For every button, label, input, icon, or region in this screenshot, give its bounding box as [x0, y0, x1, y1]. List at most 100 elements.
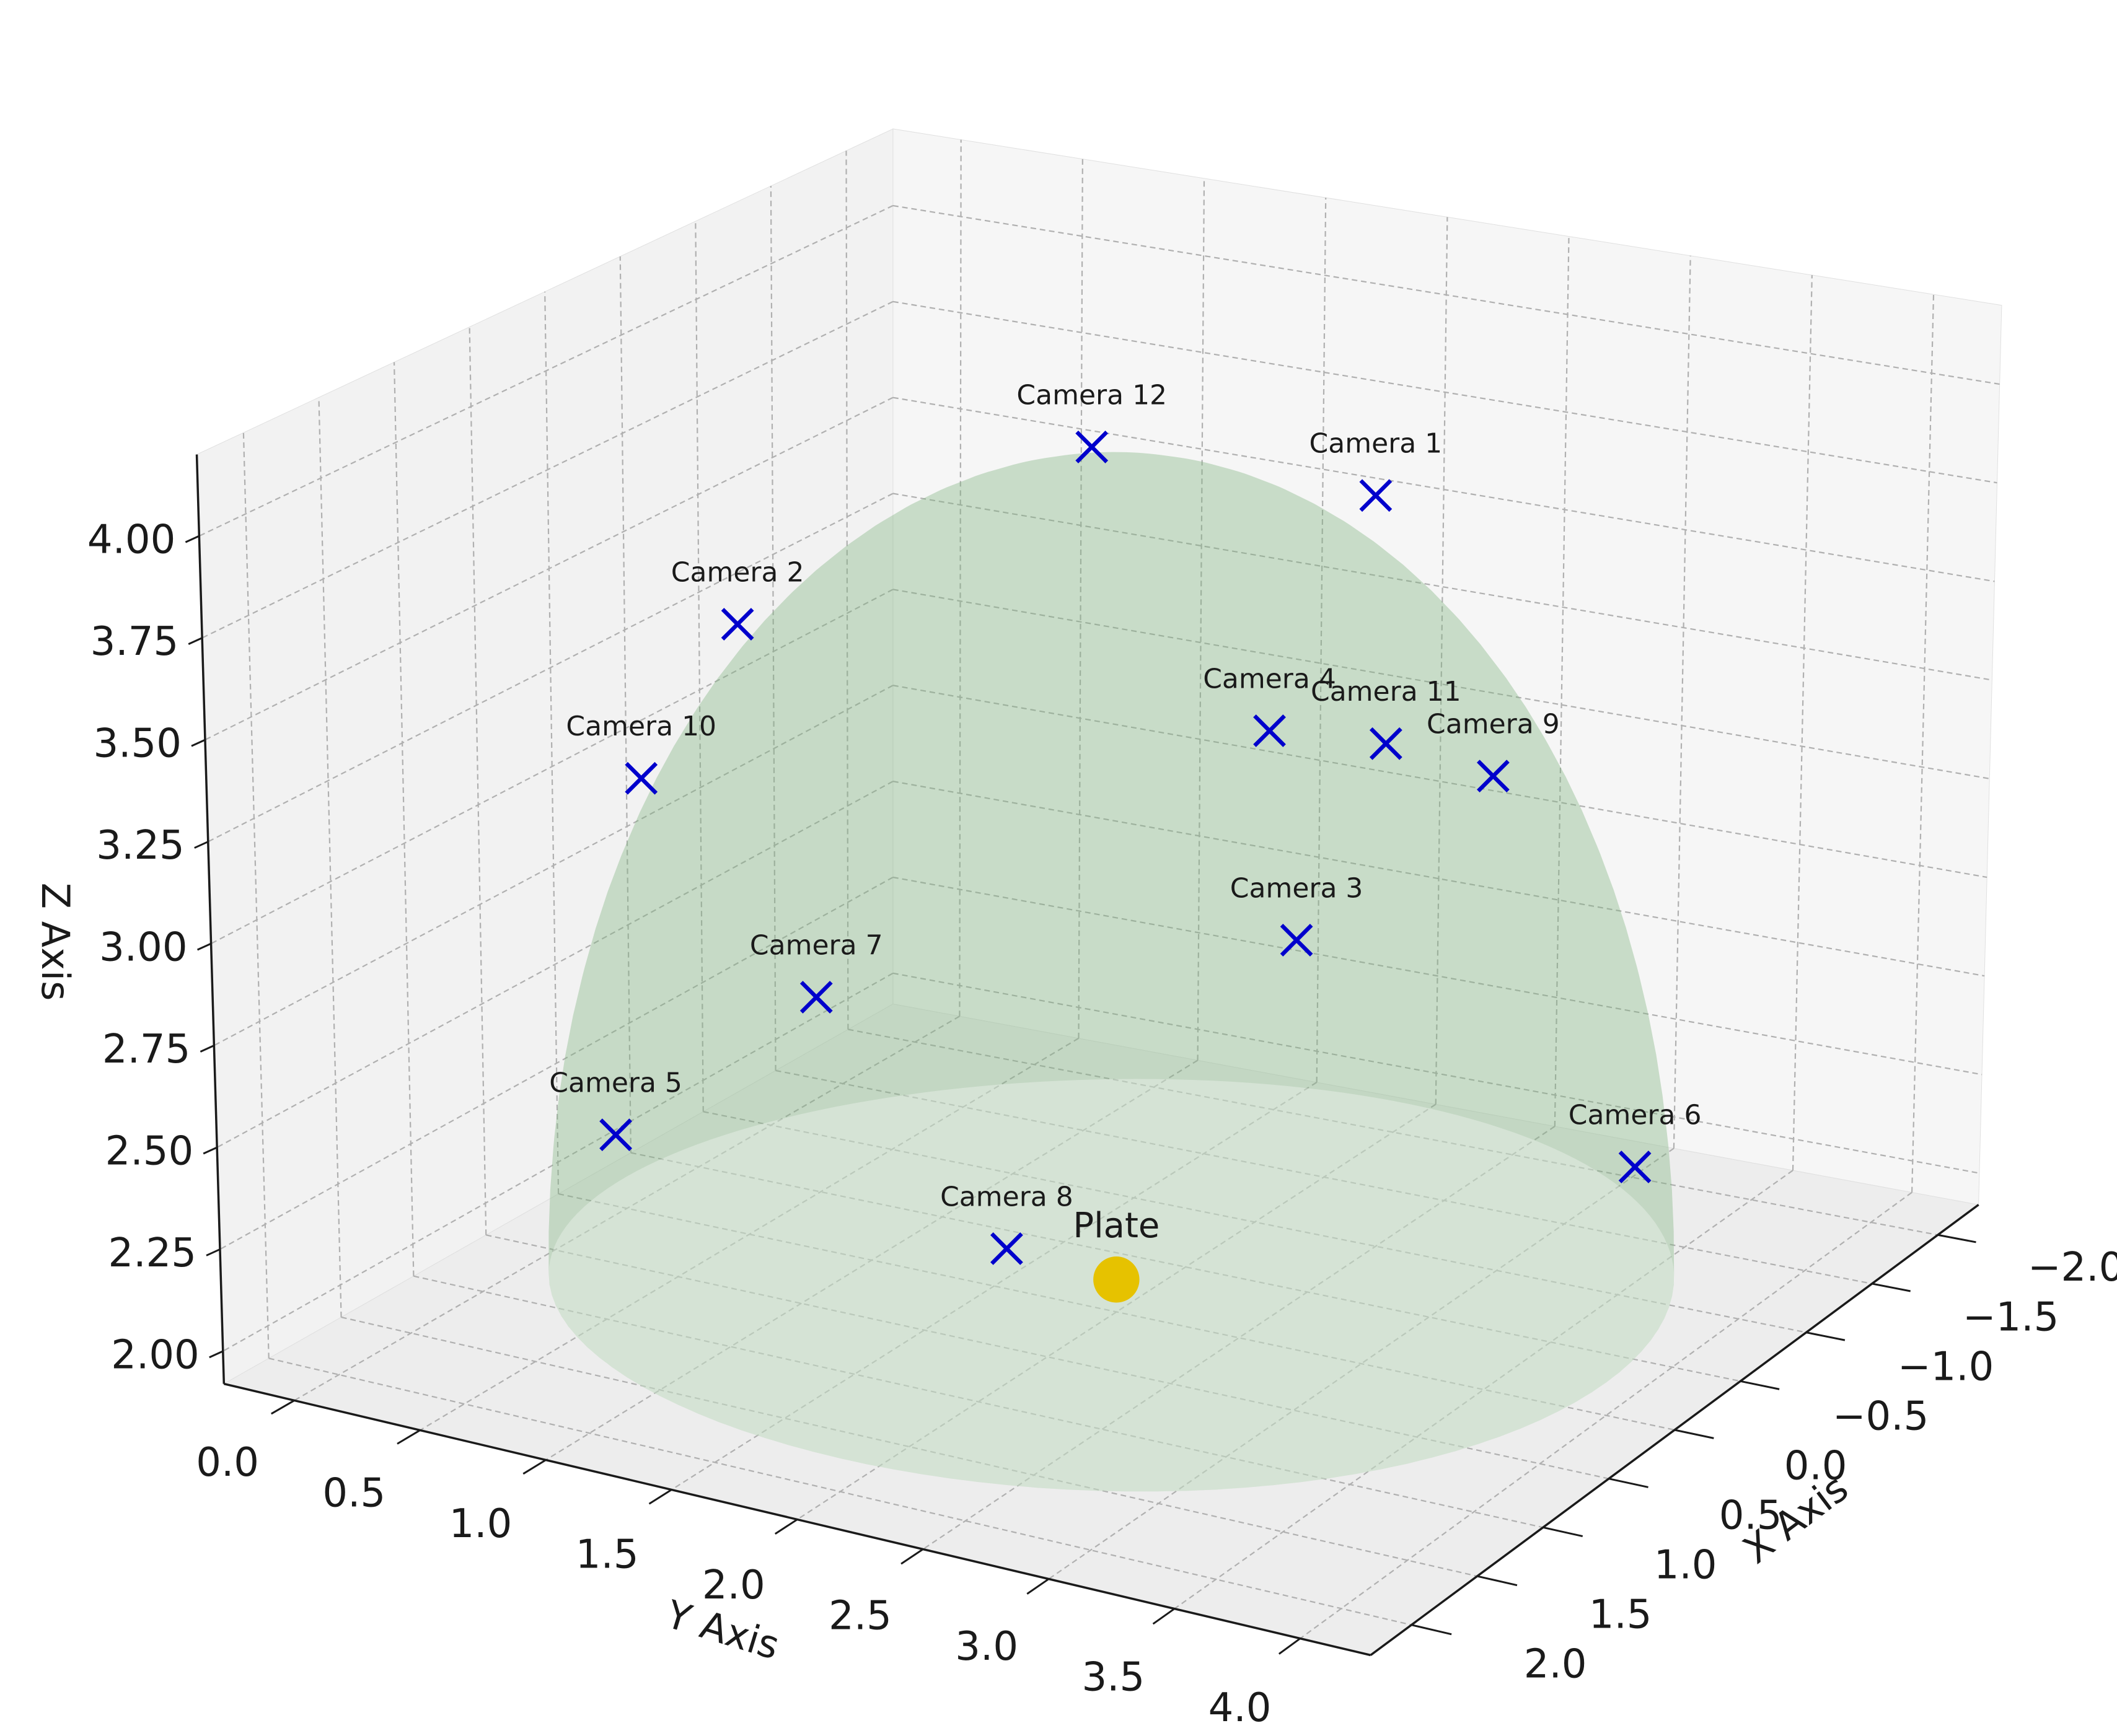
camera-label: Camera 8 — [940, 1181, 1073, 1212]
grid-line — [393, 362, 415, 1276]
camera-label: Camera 11 — [1311, 676, 1461, 708]
grid-line — [892, 972, 1980, 1174]
grid-line — [770, 186, 777, 1071]
y-tick-label: 4.0 — [1208, 1685, 1272, 1731]
grid-line — [1792, 274, 1813, 1171]
grid-line — [796, 1103, 1437, 1520]
back-pane — [892, 128, 2002, 1206]
x-tick — [1608, 1478, 1648, 1488]
x-tick-label: −1.0 — [1898, 1344, 1994, 1390]
y-tick-label: 0.0 — [196, 1440, 259, 1486]
grid-line — [544, 291, 560, 1194]
z-tick — [185, 535, 200, 543]
camera-label: Camera 5 — [549, 1067, 682, 1099]
grid-line — [201, 300, 894, 639]
grid-line — [341, 1316, 1477, 1577]
camera-label: Camera 4 — [1203, 663, 1336, 695]
grid-line — [848, 1028, 1939, 1236]
z-tick — [206, 1248, 221, 1256]
y-tick-label: 3.0 — [955, 1624, 1018, 1670]
camera-label: Camera 7 — [750, 929, 883, 961]
grid-line — [892, 300, 1997, 484]
camera-label: Camera 9 — [1427, 709, 1560, 740]
camera-marker — [1369, 727, 1402, 760]
plate-label: Plate — [1073, 1206, 1160, 1246]
grid-line — [892, 397, 1995, 582]
x-tick-label: 0.0 — [1784, 1443, 1847, 1489]
grid-line — [420, 1037, 1080, 1431]
y-tick — [774, 1519, 798, 1535]
x-tick-label: 0.5 — [1719, 1493, 1782, 1538]
panes-layer — [196, 128, 2002, 1656]
y-tick-label: 1.0 — [449, 1501, 513, 1547]
grid-line — [922, 1126, 1556, 1550]
grid-line — [1316, 198, 1327, 1082]
y-tick — [900, 1548, 924, 1565]
grid-line — [892, 685, 1987, 879]
z-tick-label: 2.75 — [102, 1027, 191, 1072]
y-tick-label: 2.5 — [829, 1593, 892, 1639]
grid-line — [318, 397, 342, 1318]
y-tick — [1152, 1608, 1176, 1625]
grid-line — [211, 589, 894, 945]
z-tick-label: 2.50 — [105, 1129, 194, 1175]
z-tick-label: 3.25 — [96, 823, 185, 869]
y-tick — [522, 1459, 547, 1475]
points-layer — [599, 431, 1652, 1303]
camera-label: Camera 3 — [1230, 872, 1363, 904]
x-tick — [1806, 1331, 1846, 1341]
y-tick — [648, 1489, 672, 1505]
grid-line — [242, 432, 270, 1359]
x-tick — [1872, 1282, 1911, 1292]
grid-line — [630, 1152, 1741, 1382]
grid-line — [294, 1015, 960, 1401]
grid-line — [1078, 159, 1083, 1038]
camera-label: Camera 1 — [1309, 428, 1443, 460]
z-tick-label: 4.00 — [87, 517, 176, 563]
grid-line — [486, 1234, 1609, 1480]
grid-line — [219, 877, 894, 1250]
grid-line — [959, 139, 962, 1017]
x-tick-label: 1.0 — [1654, 1542, 1717, 1588]
grid-line — [216, 781, 894, 1148]
z-tick — [203, 1146, 218, 1155]
y-tick-label: 3.5 — [1081, 1654, 1145, 1700]
camera-marker — [1253, 714, 1286, 747]
grid-line — [892, 204, 2000, 385]
x-tick — [1543, 1526, 1583, 1538]
x-tick-label: 1.5 — [1589, 1592, 1652, 1637]
camera-marker — [1280, 924, 1313, 957]
grid-line — [222, 972, 894, 1352]
grid-line — [1911, 294, 1935, 1193]
dome — [548, 452, 1675, 1492]
y-tick — [270, 1400, 295, 1415]
z-tick-label: 2.25 — [108, 1230, 196, 1276]
grid-line — [1197, 178, 1205, 1061]
grid-line — [1435, 217, 1448, 1105]
x-tick — [1740, 1380, 1780, 1390]
grid-line — [1673, 255, 1691, 1149]
grid-line — [1300, 1191, 1912, 1639]
grid-line — [1174, 1170, 1794, 1610]
camera-label: Camera 12 — [1016, 379, 1167, 411]
x-tick — [1674, 1429, 1714, 1439]
grid-line — [845, 151, 849, 1030]
z-tick — [194, 841, 209, 849]
grid-line — [892, 876, 1983, 1076]
z-axis-line — [195, 454, 226, 1384]
camera-marker — [721, 608, 754, 641]
grid-line — [213, 685, 894, 1046]
camera-label: Camera 2 — [671, 556, 804, 588]
grid-line — [619, 256, 632, 1153]
camera-marker — [1075, 431, 1109, 463]
y-tick — [397, 1429, 421, 1445]
grid-line — [205, 397, 894, 741]
grid-line — [892, 781, 1985, 977]
z-tick — [200, 1045, 214, 1053]
camera-marker — [625, 761, 658, 795]
grid-layer — [198, 139, 2000, 1639]
y-tick — [1278, 1637, 1301, 1655]
y-tick-label: 0.5 — [322, 1470, 385, 1516]
x-tick-label: −2.0 — [2028, 1245, 2117, 1291]
